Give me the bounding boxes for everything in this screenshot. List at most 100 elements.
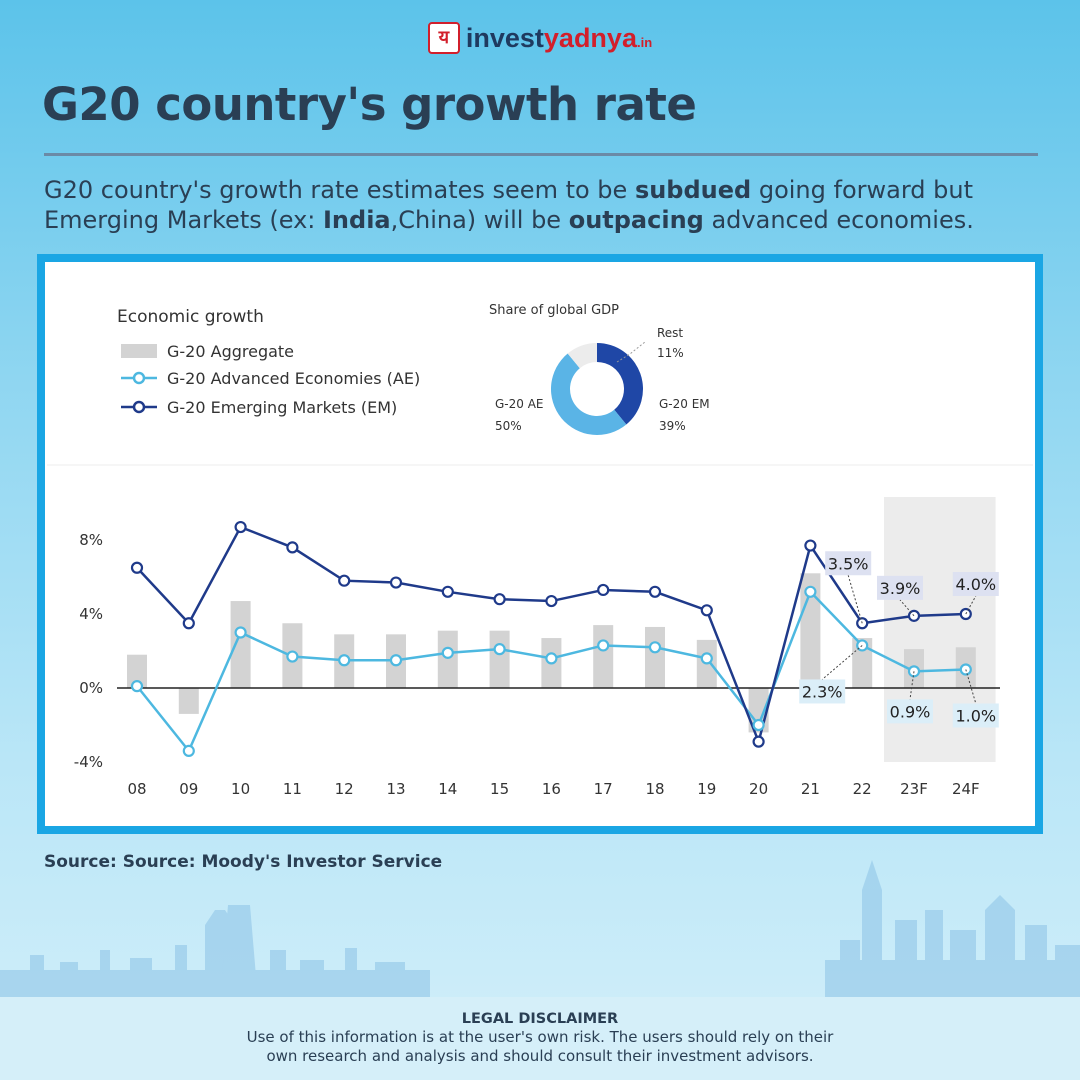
legend-label-aggregate: G-20 Aggregate: [167, 342, 294, 361]
chart-card: Economic growth G-20 Aggregate G-20 Adva…: [45, 262, 1035, 826]
chart-title: Economic growth: [117, 307, 264, 327]
subtitle-text-2: going forward but Emerging Markets (ex:: [44, 176, 974, 234]
annotation-leader-em-22: [847, 575, 863, 624]
x-tick-label-09: 09: [179, 780, 198, 798]
point-em-21: [804, 539, 817, 552]
brand-logo: य investyadnya.in: [0, 22, 1080, 54]
x-tick-label-19: 19: [697, 780, 716, 798]
bar-aggregate-15: [489, 630, 510, 688]
annotation-label-em-23F: 3.9%: [880, 579, 921, 598]
subtitle-bold-3: outpacing: [568, 206, 704, 234]
pie-value-ae: 50%: [495, 419, 522, 433]
source-note: Source: Source: Moody's Investor Service: [44, 852, 443, 872]
brand-name-part2: yadnya: [543, 22, 637, 53]
point-ae-19: [700, 652, 713, 665]
legend-label-em: G-20 Emerging Markets (EM): [167, 398, 397, 417]
point-em-11: [286, 541, 299, 554]
page-title: G20 country's growth rate: [42, 78, 697, 131]
x-tick-label-17: 17: [594, 780, 613, 798]
subtitle-text-3: ,China) will be: [390, 206, 569, 234]
annotation-label-ae-22: 2.3%: [802, 682, 843, 701]
bar-aggregate-17: [593, 625, 614, 688]
x-tick-label-20: 20: [749, 780, 768, 798]
point-em-10: [234, 520, 247, 534]
x-tick-label-12: 12: [335, 780, 354, 798]
y-tick-label: 8%: [79, 531, 103, 549]
point-em-19: [700, 604, 713, 617]
annotation-leader-ae-22: [821, 645, 863, 680]
legend-label-ae: G-20 Advanced Economies (AE): [167, 369, 420, 388]
annotation-box-em-24F: [952, 572, 999, 596]
annotation-leader-ae-24F: [965, 669, 977, 704]
point-ae-17: [597, 639, 610, 652]
title-divider: [44, 153, 1038, 156]
disclaimer-line-2: own research and analysis and should con…: [266, 1047, 814, 1065]
bar-aggregate-08: [127, 654, 147, 688]
legal-disclaimer: LEGAL DISCLAIMER Use of this information…: [0, 997, 1080, 1080]
pie-value-rest: 11%: [657, 346, 684, 360]
chart-frame: Economic growth G-20 Aggregate G-20 Adva…: [37, 254, 1043, 834]
point-ae-14: [441, 646, 454, 659]
x-tick-label-08: 08: [127, 780, 146, 798]
point-em-16: [545, 594, 558, 608]
disclaimer-line-1: Use of this information is at the user's…: [246, 1028, 834, 1046]
pie-label-rest: Rest: [657, 326, 683, 340]
annotation-box-ae-24F: [952, 703, 999, 728]
annotation-leader-em-23F: [899, 599, 915, 617]
pie-label-ae: G-20 AE: [495, 397, 544, 411]
annotation-box-em-23F: [877, 575, 923, 600]
annotation-leader-ae-23F: [909, 671, 915, 700]
disclaimer-title: LEGAL DISCLAIMER: [461, 1011, 619, 1027]
pie-slice-g-20-ae: [551, 353, 627, 435]
point-ae-12: [338, 654, 351, 667]
point-em-20: [752, 735, 765, 748]
legend-swatch-em: [121, 400, 157, 414]
pie-title: Share of global GDP: [489, 303, 619, 318]
point-ae-13: [389, 654, 403, 667]
x-tick-label-23F: 23F: [900, 780, 928, 798]
x-tick-label-10: 10: [231, 780, 250, 798]
growth-chart: Economic growth G-20 Aggregate G-20 Adva…: [47, 303, 1033, 798]
subtitle-bold-2: India: [323, 206, 391, 234]
x-tick-label-21: 21: [801, 780, 820, 798]
x-tick-label-24F: 24F: [952, 780, 980, 798]
legend-swatch-ae: [121, 371, 157, 385]
point-em-12: [338, 574, 351, 587]
y-tick-label: -4%: [74, 753, 103, 771]
brand-name-part1: invest: [465, 22, 544, 53]
x-tick-label-18: 18: [645, 780, 664, 798]
x-tick-label-13: 13: [386, 780, 405, 798]
annotation-label-ae-23F: 0.9%: [890, 702, 931, 721]
point-ae-11: [286, 650, 299, 663]
x-tick-label-14: 14: [438, 780, 457, 798]
gdp-share-donut: [551, 343, 643, 435]
subtitle-bold-1: subdued: [634, 176, 752, 204]
point-ae-20: [752, 718, 765, 732]
bar-aggregate-09: [178, 688, 199, 714]
subtitle-text-1: G20 country's growth rate estimates seem…: [44, 176, 635, 204]
annotation-box-em-22: [825, 551, 872, 576]
x-tick-label-15: 15: [490, 780, 509, 798]
bar-aggregate-22: [852, 638, 873, 688]
x-tick-label-11: 11: [283, 780, 302, 798]
annotation-label-em-22: 3.5%: [828, 554, 869, 573]
point-em-09: [182, 617, 195, 630]
point-em-17: [597, 583, 610, 597]
annotation-box-ae-22: [799, 679, 846, 704]
annotation-label-ae-24F: 1.0%: [955, 707, 996, 726]
brand-name-part3: .in: [636, 34, 653, 50]
x-tick-label-16: 16: [542, 780, 561, 798]
x-tick-label-22: 22: [853, 780, 872, 798]
pie-rest-leader: [616, 341, 646, 363]
bar-aggregate-14: [437, 630, 458, 688]
point-ae-08: [130, 680, 144, 693]
pie-slice-g-20-em: [597, 343, 643, 425]
bar-aggregate-18: [645, 626, 665, 688]
annotation-label-em-24F: 4.0%: [955, 575, 996, 594]
point-em-15: [493, 593, 506, 606]
annotation-leader-em-24F: [965, 595, 977, 615]
pie-value-em: 39%: [659, 419, 686, 433]
bar-aggregate-10: [230, 601, 251, 688]
annotation-box-ae-23F: [887, 699, 933, 724]
pie-label-em: G-20 EM: [659, 397, 710, 411]
